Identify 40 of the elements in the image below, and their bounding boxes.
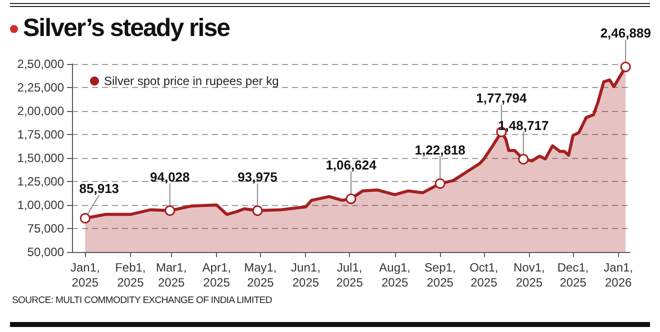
source-note: SOURCE: MULTI COMMODITY EXCHANGE OF INDIA LIMITED	[12, 295, 272, 306]
x-tick-label: Sep1, 2025	[424, 260, 456, 290]
point	[620, 62, 631, 72]
x-tick-label: Jul1, 2025	[336, 260, 364, 290]
x-tick-label: Dec1, 2025	[557, 260, 589, 290]
x-tick-label: Aug1, 2025	[379, 260, 410, 290]
y-tick-label: 50,000	[27, 245, 64, 259]
x-tick-label: May1, 2025	[244, 260, 277, 290]
point	[164, 205, 176, 216]
x-tick-label: Oct1, 2025	[470, 260, 498, 290]
point	[80, 212, 90, 224]
x-tick-label: Feb1, 2025	[115, 260, 146, 290]
legend-label: Silver spot price in rupees per kg	[104, 74, 279, 88]
data-label: 1,22,818	[414, 142, 466, 158]
y-tick-label: 2,00,000	[17, 104, 64, 118]
data-label: 93,975	[238, 169, 278, 184]
data-label: 2,46,889	[600, 26, 651, 41]
x-tick-label: Apr1, 2025	[202, 260, 231, 290]
point	[346, 194, 356, 204]
y-tick-label: 2,25,000	[17, 80, 64, 94]
x-tick-label: Nov1, 2025	[514, 260, 545, 290]
x-tick-label: Jun1, 2025	[291, 260, 320, 290]
chart-title: Silver’s steady rise	[23, 14, 230, 43]
x-tick-label: Jan1, 2026	[604, 260, 633, 290]
x-tick-label: Jan1, 2025	[70, 260, 100, 290]
data-label: 1,77,794	[476, 90, 528, 106]
x-tick-label: Mar1, 2025	[156, 260, 187, 290]
point	[518, 154, 529, 164]
y-tick-label: 75,000	[27, 222, 64, 236]
point	[252, 205, 263, 216]
y-tick-label: 1,25,000	[17, 174, 64, 188]
data-label: 1,48,717	[498, 118, 549, 133]
y-tick-label: 1,00,000	[17, 198, 64, 212]
y-tick-label: 1,75,000	[17, 128, 64, 142]
point	[434, 178, 446, 189]
y-tick-label: 1,50,000	[17, 151, 64, 165]
data-label: 94,028	[150, 169, 190, 184]
y-tick-label: 2,50,000	[17, 57, 64, 71]
data-label: 1,06,624	[326, 158, 378, 173]
data-label: 85,913	[79, 180, 120, 196]
